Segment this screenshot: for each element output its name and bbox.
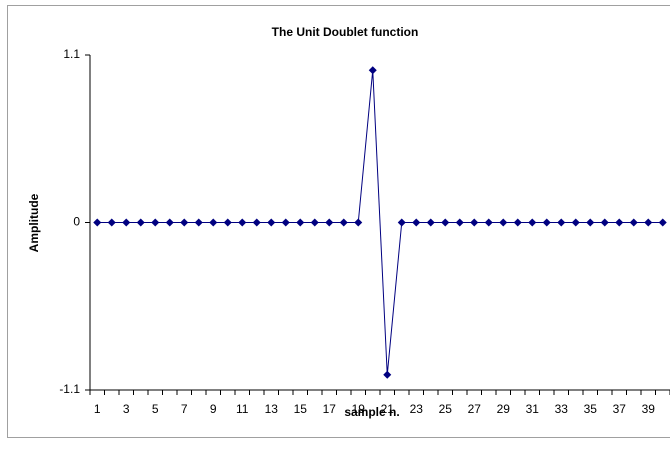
- x-tick-label: 5: [152, 402, 159, 416]
- point-marker: [557, 218, 566, 227]
- x-tick-label: 37: [613, 402, 627, 416]
- x-tick-label: 31: [526, 402, 540, 416]
- x-tick-label: 27: [468, 402, 482, 416]
- chart-title: The Unit Doublet function: [272, 25, 419, 39]
- point-marker: [136, 218, 145, 227]
- point-marker: [528, 218, 537, 227]
- x-tick-label: 9: [210, 402, 217, 416]
- x-tick-label: 23: [410, 402, 424, 416]
- point-marker: [368, 66, 377, 75]
- point-marker: [93, 218, 102, 227]
- point-marker: [223, 218, 232, 227]
- y-tick-label: 1.1: [63, 47, 80, 61]
- x-tick-label: 11: [236, 402, 249, 416]
- point-marker: [194, 218, 203, 227]
- point-marker: [238, 218, 247, 227]
- x-tick-label: 1: [94, 402, 101, 416]
- x-tick-label: 25: [439, 402, 453, 416]
- point-marker: [151, 218, 160, 227]
- point-marker: [310, 218, 319, 227]
- point-marker: [586, 218, 595, 227]
- x-tick-label: 15: [294, 402, 308, 416]
- point-marker: [484, 218, 493, 227]
- point-marker: [281, 218, 290, 227]
- x-tick-label: 29: [497, 402, 511, 416]
- point-marker: [658, 218, 667, 227]
- series-line: [97, 70, 663, 375]
- point-marker: [383, 370, 392, 379]
- point-marker: [499, 218, 508, 227]
- point-marker: [455, 218, 464, 227]
- x-tick-label: 33: [555, 402, 569, 416]
- x-tick-label: 17: [323, 402, 337, 416]
- x-tick-label: 21: [381, 402, 395, 416]
- point-marker: [571, 218, 580, 227]
- point-marker: [107, 218, 116, 227]
- point-marker: [209, 218, 218, 227]
- point-marker: [165, 218, 174, 227]
- point-marker: [252, 218, 261, 227]
- point-marker: [354, 218, 363, 227]
- y-axis-label: Amplitude: [27, 193, 41, 252]
- point-marker: [426, 218, 435, 227]
- point-marker: [600, 218, 609, 227]
- point-marker: [441, 218, 450, 227]
- point-marker: [325, 218, 334, 227]
- y-tick-label: 0: [73, 215, 80, 229]
- point-marker: [644, 218, 653, 227]
- x-tick-label: 35: [584, 402, 598, 416]
- point-marker: [542, 218, 551, 227]
- x-tick-label: 19: [352, 402, 366, 416]
- y-tick-label: -1.1: [59, 382, 80, 396]
- chart-border: [7, 5, 670, 438]
- point-marker: [470, 218, 479, 227]
- point-marker: [615, 218, 624, 227]
- x-tick-label: 39: [642, 402, 656, 416]
- x-axis-label: sample n.: [344, 405, 399, 419]
- point-marker: [267, 218, 276, 227]
- point-marker: [629, 218, 638, 227]
- x-tick-label: 13: [265, 402, 279, 416]
- x-tick-label: 7: [181, 402, 188, 416]
- point-marker: [513, 218, 522, 227]
- x-tick-label: 3: [123, 402, 130, 416]
- point-marker: [296, 218, 305, 227]
- point-marker: [412, 218, 421, 227]
- point-marker: [180, 218, 189, 227]
- point-marker: [339, 218, 348, 227]
- point-marker: [122, 218, 131, 227]
- point-marker: [397, 218, 406, 227]
